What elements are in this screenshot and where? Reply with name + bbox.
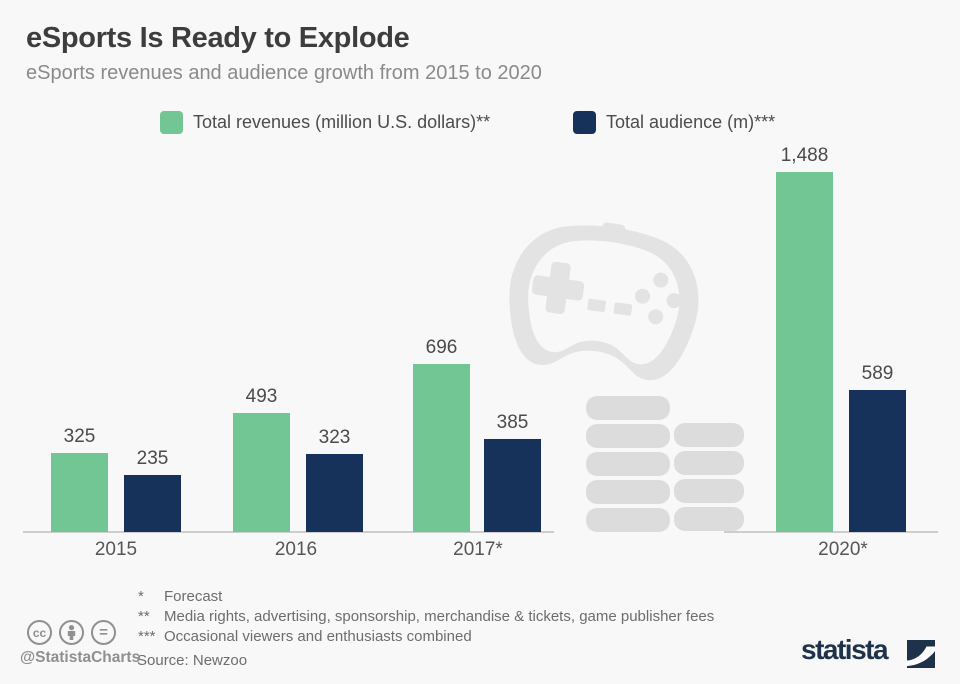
x-axis-label-2020: 2020*: [818, 539, 868, 560]
cc-equals-icon: =: [91, 620, 116, 645]
revenue-bar-2017*: [413, 364, 470, 532]
value-label: 493: [245, 386, 278, 407]
footnote-marker: ***: [138, 628, 156, 645]
statista-wordmark: statista: [801, 634, 889, 665]
audience-bar-2017*: [484, 439, 541, 532]
x-axis-label-2017: 2017*: [453, 539, 503, 560]
statista-charts-handle: @StatistaCharts: [20, 649, 141, 666]
value-label: 589: [861, 363, 894, 384]
value-label: 235: [136, 448, 169, 469]
coin-stacks-watermark-icon: [586, 396, 744, 532]
footnote-forecast: * Forecast: [138, 587, 714, 607]
person-icon: [67, 625, 76, 640]
cc-icon: cc: [27, 620, 52, 645]
legend-label-revenues: Total revenues (million U.S. dollars)**: [193, 111, 491, 132]
revenue-bar-2015: [51, 453, 108, 532]
audience-bar-2016: [306, 454, 363, 532]
footnote-marker: *: [138, 588, 144, 605]
game-controller-watermark-icon: [509, 222, 699, 381]
value-label: 1,488: [780, 145, 829, 166]
x-axis-label-2015: 2015: [94, 539, 138, 560]
revenue-bar-2020*: [776, 172, 833, 532]
footnote-text: Forecast: [164, 588, 223, 605]
legend-item-revenues: Total revenues (million U.S. dollars)**: [160, 110, 490, 134]
footnote-text: Occasional viewers and enthusiasts combi…: [164, 628, 472, 645]
subtitle: eSports revenues and audience growth fro…: [26, 62, 542, 84]
legend-item-audience: Total audience (m)***: [573, 110, 775, 134]
source-line: Source: Newzoo: [137, 652, 248, 669]
audience-bar-2015: [124, 475, 181, 532]
value-label: 696: [425, 337, 458, 358]
footnote-text: Media rights, advertising, sponsorship, …: [164, 608, 715, 625]
x-axis-line-left: [23, 531, 554, 533]
value-label: 323: [318, 427, 351, 448]
revenues-swatch-icon: [160, 110, 183, 134]
footnote-audience: *** Occasional viewers and enthusiasts c…: [138, 627, 714, 647]
revenue-bar-2016: [233, 413, 290, 532]
footnote-marker: **: [138, 608, 150, 625]
cc-license-badges: cc =: [27, 620, 116, 645]
x-axis-line-right: [724, 531, 938, 533]
cc-attribution-person-icon: [59, 620, 84, 645]
value-label: 325: [63, 426, 96, 447]
page-title: eSports Is Ready to Explode: [26, 22, 410, 54]
value-label: 385: [496, 412, 529, 433]
audience-swatch-icon: [573, 110, 596, 134]
footnotes: * Forecast ** Media rights, advertising,…: [138, 587, 714, 647]
statista-logo-icon: [907, 640, 935, 668]
x-axis-label-2016: 2016: [274, 539, 318, 560]
legend-label-audience: Total audience (m)***: [606, 111, 776, 132]
footnote-revenues: ** Media rights, advertising, sponsorshi…: [138, 607, 714, 627]
audience-bar-2020*: [849, 390, 906, 532]
